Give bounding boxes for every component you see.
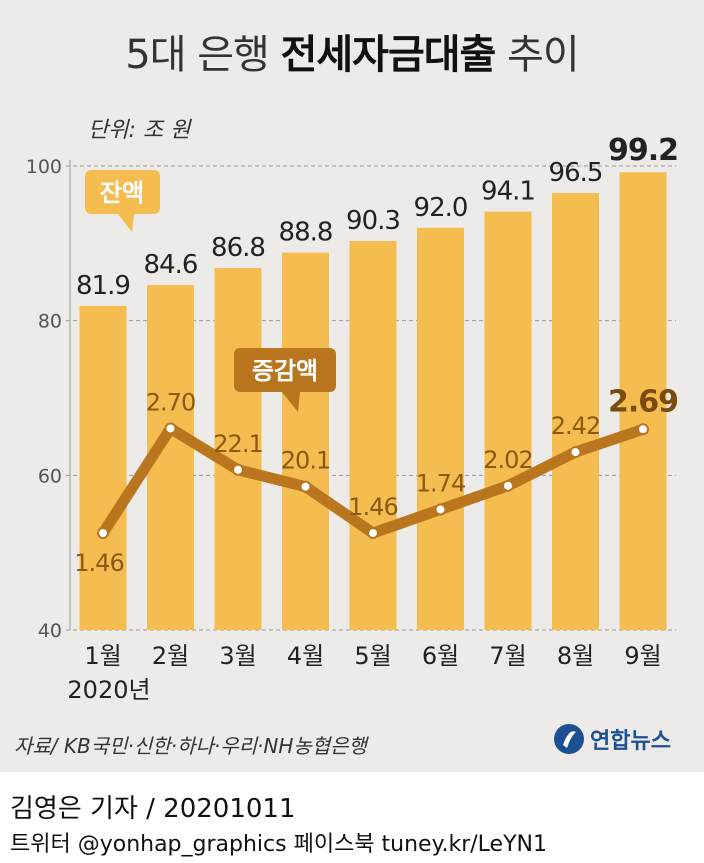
bar-value-label: 88.8: [279, 218, 333, 248]
page-title: 5대 은행 전세자금대출 추이: [0, 22, 704, 80]
line-value-label: 22.1: [213, 430, 262, 458]
line-value-label: 20.1: [281, 447, 330, 475]
bar-4: [282, 252, 329, 630]
line-value-label: 1.74: [416, 469, 465, 497]
bar-7: [484, 211, 532, 631]
line-point-8: [569, 446, 582, 459]
bar-8: [552, 193, 599, 631]
callout-tail-line: [282, 392, 300, 412]
x-tick-label: 7월: [489, 642, 526, 670]
title-bold: 전세자금대출: [280, 32, 497, 78]
callout-bubble-line: [234, 348, 336, 392]
line-point-7: [502, 479, 514, 492]
title-suffix: 추이: [495, 32, 580, 78]
x-tick-label: 3월: [219, 642, 256, 670]
bar-5: [349, 241, 397, 630]
bar-value-label: 86.8: [211, 233, 265, 263]
x-tick-label: 9월: [624, 642, 661, 670]
x-tick-label: 4월: [287, 642, 324, 670]
line-point-2: [164, 422, 177, 435]
line-point-9: [637, 423, 649, 436]
x-tick-label: 5월: [354, 642, 391, 670]
callout-label-bar: 잔액: [100, 179, 144, 207]
line-point-1: [97, 527, 109, 540]
x-tick-label: 8월: [557, 642, 594, 670]
bar-value-label: 96.5: [549, 158, 603, 188]
line-point-4: [299, 480, 312, 493]
y-tick-label: 60: [38, 465, 62, 487]
bar-1: [79, 305, 127, 630]
footer: 김영은 기자 / 20201011 트위터 @yonhap_graphics 페…: [0, 772, 704, 863]
line-value-label: 2.02: [483, 446, 532, 474]
y-tick-label: 80: [38, 311, 62, 333]
yonhap-logo: 연합뉴스: [552, 722, 671, 756]
line-value-label: 2.70: [146, 388, 195, 416]
title-prefix: 5대 은행: [125, 32, 281, 78]
bar-9: [619, 172, 667, 631]
line-point-6: [434, 503, 447, 516]
bar-value-label: 81.9: [76, 271, 130, 301]
callout-bubble-bar: [85, 170, 160, 214]
reporter-line: 김영은 기자 / 20201011: [10, 794, 296, 824]
y-tick-label: 100: [26, 156, 62, 178]
bar-value-label: 92.0: [414, 193, 468, 223]
callout-tail-bar: [118, 214, 134, 232]
line-value-label: 2.42: [551, 412, 600, 440]
line-point-5: [367, 527, 379, 540]
bar-6: [417, 227, 464, 630]
yonhap-logo-icon: [554, 724, 584, 754]
social-line[interactable]: 트위터 @yonhap_graphics 페이스북 tuney.kr/LeYN1: [10, 832, 547, 857]
unit-label: 단위: 조 원: [88, 118, 191, 143]
x-tick-label: 1월: [84, 642, 121, 670]
line-value-label: 1.46: [74, 549, 123, 577]
line-point-3: [232, 463, 244, 476]
x-tick-label: 2월: [152, 642, 189, 670]
y-tick-label: 40: [38, 620, 62, 642]
source-note: 자료/ KB국민·신한·하나·우리·NH농협은행: [14, 734, 367, 758]
bar-value-label: 84.6: [144, 250, 198, 280]
callout-label-line: 증감액: [252, 357, 318, 385]
year-label: 2020년: [67, 676, 150, 704]
bar-3: [214, 268, 262, 630]
chart: 40 60 80 100 81.9 84.6 86.8 88.8 90.3 92.0 94.1 96.…: [26, 133, 679, 704]
bar-value-label: 94.1: [481, 177, 535, 207]
line-value-label: 2.69: [608, 384, 678, 419]
x-tick-label: 6월: [422, 642, 459, 670]
line-value-label: 1.46: [348, 493, 397, 521]
bar-value-label: 99.2: [608, 133, 678, 168]
bar-value-label: 90.3: [346, 206, 400, 236]
logo-text: 연합뉴스: [590, 729, 671, 754]
